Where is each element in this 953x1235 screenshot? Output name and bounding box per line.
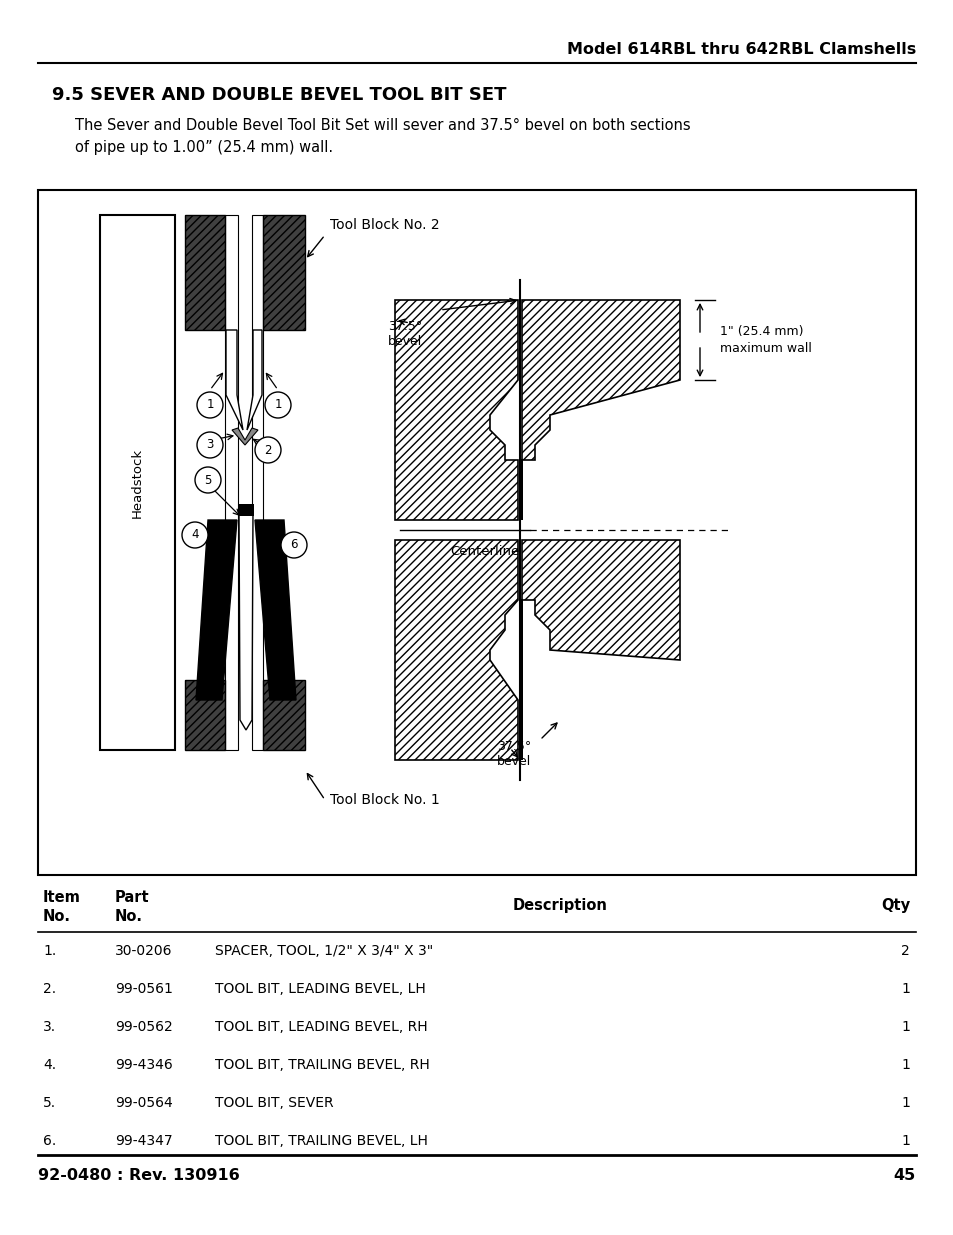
Text: 1: 1 xyxy=(901,1134,909,1149)
Circle shape xyxy=(265,391,291,417)
Text: 4: 4 xyxy=(191,529,198,541)
Text: 92-0480 : Rev. 130916: 92-0480 : Rev. 130916 xyxy=(38,1167,239,1182)
Text: TOOL BIT, SEVER: TOOL BIT, SEVER xyxy=(214,1095,334,1110)
Text: 1: 1 xyxy=(901,1020,909,1034)
Polygon shape xyxy=(254,520,295,700)
Text: 37.5°
bevel: 37.5° bevel xyxy=(497,740,531,768)
Text: Tool Block No. 1: Tool Block No. 1 xyxy=(330,793,439,806)
Bar xyxy=(185,680,225,750)
Text: 6: 6 xyxy=(290,538,297,552)
Text: 4.: 4. xyxy=(43,1058,56,1072)
Bar xyxy=(185,215,225,330)
Text: Item
No.: Item No. xyxy=(43,890,81,924)
Text: 1: 1 xyxy=(901,982,909,995)
Text: 99-4346: 99-4346 xyxy=(115,1058,172,1072)
Bar xyxy=(252,215,263,750)
Text: Centerline: Centerline xyxy=(450,545,518,558)
Text: Headstock: Headstock xyxy=(131,447,144,517)
Text: 45: 45 xyxy=(893,1167,915,1182)
Text: 37.5°
bevel: 37.5° bevel xyxy=(387,320,421,348)
Text: Tool Block No. 2: Tool Block No. 2 xyxy=(330,219,439,232)
Text: TOOL BIT, LEADING BEVEL, RH: TOOL BIT, LEADING BEVEL, RH xyxy=(214,1020,427,1034)
Text: The Sever and Double Bevel Tool Bit Set will sever and 37.5° bevel on both secti: The Sever and Double Bevel Tool Bit Set … xyxy=(75,119,690,156)
Text: TOOL BIT, LEADING BEVEL, LH: TOOL BIT, LEADING BEVEL, LH xyxy=(214,982,425,995)
Polygon shape xyxy=(232,429,257,445)
Text: SPACER, TOOL, 1/2" X 3/4" X 3": SPACER, TOOL, 1/2" X 3/4" X 3" xyxy=(214,944,433,958)
Text: 1: 1 xyxy=(274,399,281,411)
Bar xyxy=(185,680,225,750)
Text: 2: 2 xyxy=(901,944,909,958)
Bar xyxy=(263,215,305,330)
Text: 2: 2 xyxy=(264,443,272,457)
Bar xyxy=(237,504,253,516)
Text: 99-0562: 99-0562 xyxy=(115,1020,172,1034)
Text: Description: Description xyxy=(512,898,607,913)
Text: 1: 1 xyxy=(901,1095,909,1110)
Bar xyxy=(263,680,305,750)
Text: 1: 1 xyxy=(901,1058,909,1072)
Text: 3: 3 xyxy=(206,438,213,452)
Text: 1.: 1. xyxy=(43,944,56,958)
Bar xyxy=(263,215,305,330)
Text: 30-0206: 30-0206 xyxy=(115,944,172,958)
Polygon shape xyxy=(226,330,243,430)
Text: TOOL BIT, TRAILING BEVEL, RH: TOOL BIT, TRAILING BEVEL, RH xyxy=(214,1058,429,1072)
Polygon shape xyxy=(247,330,262,430)
Text: Qty: Qty xyxy=(880,898,909,913)
Text: 99-0561: 99-0561 xyxy=(115,982,172,995)
Text: 99-4347: 99-4347 xyxy=(115,1134,172,1149)
Text: 1" (25.4 mm)
maximum wall: 1" (25.4 mm) maximum wall xyxy=(720,325,811,354)
Polygon shape xyxy=(195,520,236,700)
Text: Part
No.: Part No. xyxy=(115,890,150,924)
Circle shape xyxy=(196,391,223,417)
Text: 5: 5 xyxy=(204,473,212,487)
Text: 99-0564: 99-0564 xyxy=(115,1095,172,1110)
Circle shape xyxy=(182,522,208,548)
Circle shape xyxy=(196,432,223,458)
Bar xyxy=(225,215,237,750)
Text: TOOL BIT, TRAILING BEVEL, LH: TOOL BIT, TRAILING BEVEL, LH xyxy=(214,1134,428,1149)
Text: 2.: 2. xyxy=(43,982,56,995)
Circle shape xyxy=(194,467,221,493)
Text: 5.: 5. xyxy=(43,1095,56,1110)
Bar xyxy=(185,215,225,330)
Circle shape xyxy=(281,532,307,558)
Bar xyxy=(100,215,174,750)
Text: 9.5 SEVER AND DOUBLE BEVEL TOOL BIT SET: 9.5 SEVER AND DOUBLE BEVEL TOOL BIT SET xyxy=(52,86,506,104)
Bar xyxy=(263,680,305,750)
Bar xyxy=(38,190,915,876)
Circle shape xyxy=(254,437,281,463)
Text: Model 614RBL thru 642RBL Clamshells: Model 614RBL thru 642RBL Clamshells xyxy=(566,42,915,58)
Text: 3.: 3. xyxy=(43,1020,56,1034)
Text: 6.: 6. xyxy=(43,1134,56,1149)
Text: 1: 1 xyxy=(206,399,213,411)
Polygon shape xyxy=(239,510,253,730)
